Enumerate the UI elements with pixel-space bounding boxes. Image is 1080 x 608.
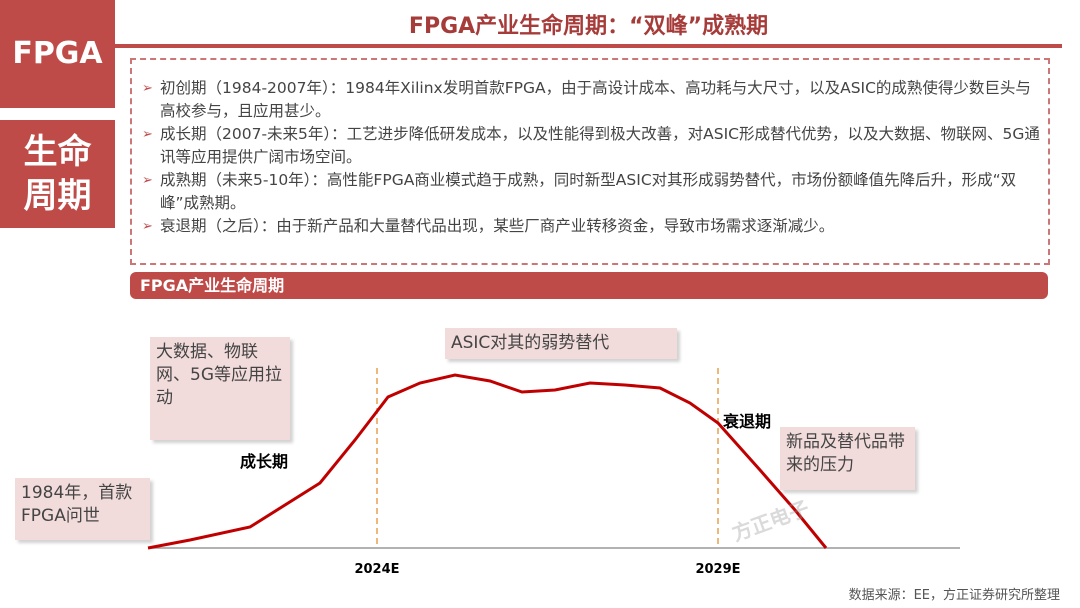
bullet: 成长期（2007-未来5年）：工艺进步降低研发成本，以及性能得到极大改善，对AS… [142, 123, 1040, 169]
phase-label: 成长期 [240, 452, 289, 471]
source: 数据来源：EE，方正证券研究所整理 [848, 588, 1060, 603]
phase-label: 衰退期 [723, 412, 772, 431]
banner: FPGA产业生命周期 [130, 272, 1048, 299]
callout: 大数据、物联网、5G等应用拉动 [150, 337, 290, 440]
sidebar-tag: FPGA [0, 0, 115, 108]
bullet: 成熟期（未来5-10年）：高性能FPGA商业模式趋于成熟，同时新型ASIC对其形… [142, 169, 1040, 215]
bullet-box: 初创期（1984-2007年）：1984年Xilinx发明首款FPGA，由于高设… [130, 58, 1050, 265]
title: FPGA产业生命周期：“双峰”成熟期 [408, 14, 769, 39]
lifecycle-curve [147, 373, 828, 550]
bullet: 衰退期（之后）：由于新产品和大量替代品出现，某些厂商产业转移资金，导致市场需求逐… [142, 215, 1040, 238]
sidebar-section: 生命 周期 [0, 120, 115, 228]
callout: ASIC对其的弱势替代 [445, 328, 677, 359]
title-rule [115, 44, 1062, 48]
axis-label: 2024E [354, 562, 400, 577]
sidebar-line: 生命 [23, 132, 92, 172]
axis-label: 2029E [695, 562, 741, 577]
callout: 新品及替代品带来的压力 [780, 427, 915, 490]
callout: 1984年，首款FPGA问世 [15, 478, 150, 540]
bullet: 初创期（1984-2007年）：1984年Xilinx发明首款FPGA，由于高设… [142, 77, 1040, 123]
sidebar-line: 周期 [23, 176, 92, 216]
